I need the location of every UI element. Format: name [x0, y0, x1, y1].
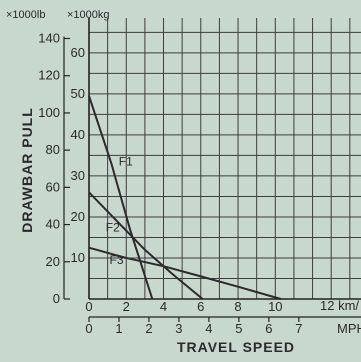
x-km-tick-label: 6 [197, 299, 204, 314]
y-kg-tick-label: 30 [71, 168, 85, 183]
curve-label-f2: F2 [106, 220, 120, 234]
y-lb-tick-label: 20 [46, 254, 60, 269]
x-km-tick-label: 0 [85, 299, 92, 314]
y-lb-tick-label: 0 [53, 291, 60, 306]
x-mph-tick-label: 6 [265, 321, 272, 336]
x-axis-title: TRAVEL SPEED [177, 339, 295, 355]
y-kg-tick-label: 40 [71, 127, 85, 142]
series-line-f1 [88, 95, 154, 300]
y-lb-tick-label: 120 [38, 68, 60, 83]
series-layer [88, 95, 282, 300]
y-unit-right: ×1000kg [67, 9, 110, 21]
x-unit-secondary: MPH [337, 321, 361, 336]
y-lb-tick-label: 100 [38, 105, 60, 120]
x-km-tick-label: 10 [268, 299, 282, 314]
series-line-f3 [88, 246, 282, 300]
curve-label-f1: F1 [119, 155, 133, 169]
x-mph-tick-label: 2 [145, 321, 152, 336]
y-axis-title: DRAWBAR PULL [19, 107, 35, 233]
y-lb-tick-label: 40 [46, 217, 60, 232]
series-line-f2 [88, 191, 204, 300]
x-mph-tick-label: 4 [205, 321, 212, 336]
y-lb-tick-label: 140 [38, 30, 60, 45]
y-kg-tick-label: 50 [71, 86, 85, 101]
axis-layer [63, 18, 361, 322]
x-mph-tick-label: 3 [175, 321, 182, 336]
y-kg-tick-label: 60 [71, 45, 85, 60]
x-mph-tick-label: 5 [235, 321, 242, 336]
x-km-tick-label: 8 [234, 299, 241, 314]
x-mph-tick-label: 0 [85, 321, 92, 336]
y-lb-tick-label: 80 [46, 142, 60, 157]
y-kg-tick-label: 20 [71, 209, 85, 224]
x-mph-tick-label: 1 [115, 321, 122, 336]
y-lb-tick-label: 60 [46, 179, 60, 194]
y-unit-left: ×1000lb [6, 9, 45, 21]
x-km-tick-label: 2 [123, 299, 130, 314]
y-kg-tick-label: 10 [71, 250, 85, 265]
x-mph-tick-label: 7 [295, 321, 302, 336]
x-unit-primary: 12 km/ [320, 298, 359, 313]
curve-label-f3: F3 [109, 253, 123, 267]
x-km-tick-label: 4 [160, 299, 167, 314]
